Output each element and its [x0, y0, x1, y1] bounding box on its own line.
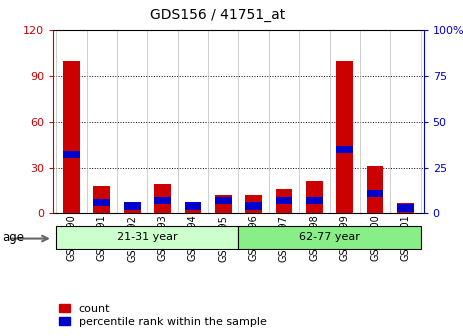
Text: age: age [2, 232, 25, 244]
Bar [306, 197, 323, 204]
Bar [185, 203, 201, 213]
Bar [124, 202, 141, 210]
Bar [154, 184, 171, 213]
Text: 62-77 year: 62-77 year [299, 232, 360, 242]
Bar [154, 197, 171, 204]
Bar [275, 197, 292, 204]
Bar [397, 204, 414, 212]
Bar [336, 61, 353, 213]
Bar [185, 202, 201, 210]
FancyBboxPatch shape [56, 226, 238, 249]
Bar [215, 195, 232, 213]
Bar [397, 203, 414, 213]
Bar [275, 189, 292, 213]
Text: GDS156 / 41751_at: GDS156 / 41751_at [150, 8, 285, 23]
Bar [245, 202, 262, 210]
Bar [245, 195, 262, 213]
Bar [94, 186, 110, 213]
Bar [124, 206, 141, 213]
Bar [63, 151, 80, 159]
Bar [306, 181, 323, 213]
Bar [367, 166, 383, 213]
Legend: count, percentile rank within the sample: count, percentile rank within the sample [59, 303, 267, 327]
Text: 21-31 year: 21-31 year [117, 232, 178, 242]
FancyBboxPatch shape [238, 226, 420, 249]
Bar [336, 145, 353, 153]
Bar [367, 190, 383, 197]
Bar [94, 199, 110, 206]
Bar [63, 61, 80, 213]
Bar [215, 197, 232, 204]
